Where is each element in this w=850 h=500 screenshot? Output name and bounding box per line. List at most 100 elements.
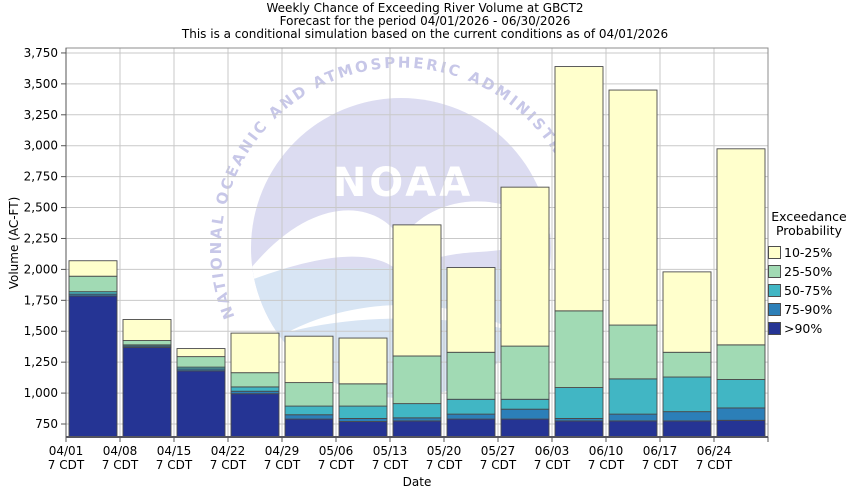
bar-segment-25-50 xyxy=(446,351,496,400)
bar-segment-10-25 xyxy=(716,148,766,346)
y-tick-label: 1,500 xyxy=(24,324,58,338)
y-tick-label: 1,750 xyxy=(24,293,58,307)
x-tick-label-time: 7 CDT xyxy=(102,458,139,472)
legend-item: 10-25% xyxy=(768,243,850,262)
y-tick-label: 3,500 xyxy=(24,77,58,91)
chart-title-line1: Weekly Chance of Exceeding River Volume … xyxy=(266,1,584,15)
bar-segment-90 xyxy=(284,418,334,438)
bar-segment-75-90 xyxy=(338,417,388,422)
bar-segment-10-25 xyxy=(392,224,442,357)
bar-segment-75-90 xyxy=(392,417,442,422)
bar-segment-90 xyxy=(500,418,550,438)
x-tick-label-date: 06/03 xyxy=(535,444,570,458)
x-tick-label-time: 7 CDT xyxy=(534,458,571,472)
bar-segment-10-25 xyxy=(662,271,712,353)
x-tick-label-time: 7 CDT xyxy=(372,458,409,472)
bar-segment-75-90 xyxy=(716,407,766,421)
x-tick-label-date: 04/29 xyxy=(265,444,300,458)
x-tick-label-date: 04/01 xyxy=(49,444,84,458)
bar-segment-90 xyxy=(230,393,280,438)
bar-segment-50-75 xyxy=(338,405,388,419)
legend-label: >90% xyxy=(784,321,823,336)
x-tick-label-date: 05/20 xyxy=(427,444,462,458)
bar-segment-90 xyxy=(338,421,388,438)
bar-segment-50-75 xyxy=(284,405,334,416)
y-tick-label: 2,250 xyxy=(24,231,58,245)
y-tick-label: 3,250 xyxy=(24,108,58,122)
bar-segment-75-90 xyxy=(608,413,658,422)
bar-segment-90 xyxy=(554,420,604,438)
bar-segment-25-50 xyxy=(122,340,172,346)
x-tick-label-date: 05/13 xyxy=(373,444,408,458)
legend-swatch-icon xyxy=(768,303,781,316)
bar-segment-90 xyxy=(176,370,226,438)
legend-label: 50-75% xyxy=(784,283,833,298)
chart-titles: Weekly Chance of Exceeding River Volume … xyxy=(0,2,850,41)
bar-segment-10-25 xyxy=(608,89,658,326)
bar-segment-50-75 xyxy=(608,378,658,415)
x-axis-title: Date xyxy=(402,475,432,489)
bar-segment-25-50 xyxy=(608,324,658,380)
bar-segment-90 xyxy=(662,420,712,438)
noaa-wordmark: NOAA xyxy=(333,160,473,206)
bar-segment-50-75 xyxy=(554,387,604,419)
bar-segment-75-90 xyxy=(662,411,712,422)
x-tick-label-date: 04/22 xyxy=(211,444,246,458)
bar-segment-75-90 xyxy=(284,414,334,420)
bar-segment-25-50 xyxy=(554,310,604,388)
legend-label: 75-90% xyxy=(784,302,833,317)
legend-item: >90% xyxy=(768,319,850,338)
bar-segment-50-75 xyxy=(230,386,280,392)
legend-swatch-icon xyxy=(768,246,781,259)
y-tick-label: 1,000 xyxy=(24,386,58,400)
x-tick-label-date: 06/10 xyxy=(589,444,624,458)
bar-segment-50-75 xyxy=(446,398,496,415)
y-tick-label: 2,000 xyxy=(24,262,58,276)
legend-items: 10-25% 25-50% 50-75% 75-90% >90% xyxy=(768,243,850,338)
x-tick-label-time: 7 CDT xyxy=(426,458,463,472)
y-tick-label: 2,500 xyxy=(24,201,58,215)
bar-segment-25-50 xyxy=(284,382,334,407)
y-tick-label: 750 xyxy=(35,417,58,431)
y-tick-label: 2,750 xyxy=(24,170,58,184)
bar-segment-25-50 xyxy=(230,372,280,388)
bar-segment-10-25 xyxy=(122,319,172,341)
legend-title-line2: Probability xyxy=(775,223,843,238)
x-tick-label-date: 04/08 xyxy=(103,444,138,458)
legend: Exceedance Probability 10-25% 25-50% 50-75… xyxy=(768,210,850,338)
chart-title-line2: Forecast for the period 04/01/2026 - 06/… xyxy=(279,14,571,28)
bar-segment-10-25 xyxy=(554,66,604,312)
bar-segment-25-50 xyxy=(176,356,226,368)
x-tick-label-time: 7 CDT xyxy=(588,458,625,472)
x-tick-label-time: 7 CDT xyxy=(318,458,355,472)
legend-item: 75-90% xyxy=(768,300,850,319)
bar-segment-10-25 xyxy=(284,335,334,384)
bar-segment-25-50 xyxy=(338,383,388,407)
x-tick-label-time: 7 CDT xyxy=(480,458,517,472)
x-tick-label-date: 04/15 xyxy=(157,444,192,458)
bar-segment-90 xyxy=(392,420,442,438)
x-tick-label-date: 06/17 xyxy=(643,444,678,458)
chart-title-line3: This is a conditional simulation based o… xyxy=(181,27,669,41)
y-axis-title: Volume (AC-FT) xyxy=(7,196,21,290)
bar-segment-50-75 xyxy=(716,379,766,409)
legend-title-line1: Exceedance xyxy=(771,209,847,224)
bar-segment-90 xyxy=(716,419,766,438)
x-tick-label-time: 7 CDT xyxy=(156,458,193,472)
bar-segment-25-50 xyxy=(68,275,118,293)
legend-swatch-icon xyxy=(768,284,781,297)
x-tick-label-time: 7 CDT xyxy=(48,458,85,472)
x-tick-label-time: 7 CDT xyxy=(696,458,733,472)
bar-segment-10-25 xyxy=(446,267,496,353)
legend-title: Exceedance Probability xyxy=(768,210,850,238)
bar-segment-90 xyxy=(68,295,118,438)
bar-segment-25-50 xyxy=(662,351,712,378)
x-tick-label-date: 05/06 xyxy=(319,444,354,458)
bar-segment-10-25 xyxy=(500,186,550,347)
bar-segment-10-25 xyxy=(338,337,388,385)
legend-label: 10-25% xyxy=(784,245,833,260)
bar-segment-25-50 xyxy=(500,345,550,400)
y-tick-label: 3,750 xyxy=(24,46,58,60)
